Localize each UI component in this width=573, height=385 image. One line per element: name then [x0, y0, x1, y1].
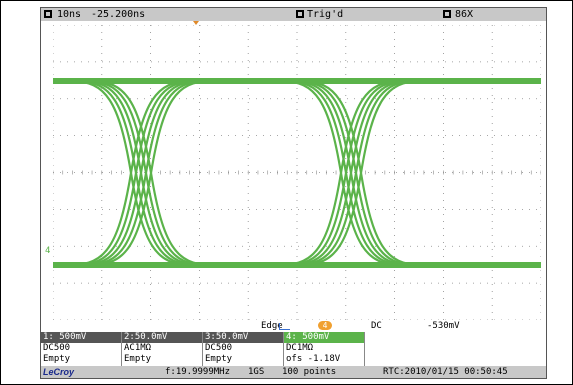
- waveform-graticule: [53, 25, 541, 320]
- channel-1-status: Empty: [43, 354, 71, 364]
- falling-edge-trace: [70, 79, 192, 267]
- channel-1-coupling: DC500: [43, 343, 71, 353]
- oscilloscope-screen: 10ns -25.200ns Trig'd 86X 4 Edge 4 DC -5…: [40, 7, 547, 379]
- channel-3-coupling: DC500: [205, 343, 233, 353]
- channel-3-header: 3:50.0mV: [203, 332, 283, 343]
- channel-2-header: 2:50.0mV: [122, 332, 202, 343]
- channel-settings-table: 1: 500mV DC500 Empty 2:50.0mV AC1MΩ Empt…: [41, 332, 546, 366]
- channel-1-panel[interactable]: 1: 500mV DC500 Empty: [41, 332, 122, 366]
- record-length: 100 points: [282, 367, 337, 377]
- sample-rate: 1GS: [248, 367, 265, 377]
- trigger-source-badge[interactable]: 4: [318, 321, 332, 330]
- channel-4-header: 4: 500mV: [284, 332, 364, 343]
- rising-edge-icon: [279, 323, 290, 330]
- channel-4-panel[interactable]: 4: 500mV DC1MΩ ofs -1.18V: [284, 332, 365, 366]
- lecroy-logo: LeCroy: [43, 367, 75, 377]
- channel-2-status: Empty: [124, 354, 152, 364]
- timebase-icon[interactable]: [44, 10, 52, 18]
- delay-value[interactable]: -25.200ns: [91, 9, 146, 20]
- channel-4-offset: ofs -1.18V: [286, 354, 341, 364]
- falling-edge-trace: [85, 79, 207, 267]
- falling-edge-trace: [75, 79, 197, 267]
- real-time-clock: RTC:2010/01/15 00:50:45: [383, 367, 508, 377]
- trigger-level: -530mV: [427, 321, 460, 331]
- trigger-icon[interactable]: [296, 10, 304, 18]
- channel-4-marker[interactable]: 4: [45, 246, 51, 256]
- waveform-plot: [53, 25, 541, 320]
- top-status-bar: 10ns -25.200ns Trig'd 86X: [41, 8, 546, 21]
- persistence-icon[interactable]: [443, 10, 451, 18]
- bottom-status-bar: LeCroy f:19.9999MHz 1GS 100 points RTC:2…: [41, 366, 546, 378]
- persistence-value: 86X: [455, 9, 474, 20]
- falling-edge-trace: [295, 79, 417, 267]
- trigger-position-marker-icon: [193, 21, 199, 25]
- trigger-info-bar: Edge 4 DC -530mV: [41, 320, 546, 332]
- channel-3-status: Empty: [205, 354, 233, 364]
- timebase-value[interactable]: 10ns: [57, 9, 82, 20]
- falling-edge-trace: [90, 79, 212, 267]
- channel-3-panel[interactable]: 3:50.0mV DC500 Empty: [203, 332, 284, 366]
- channel-2-panel[interactable]: 2:50.0mV AC1MΩ Empty: [122, 332, 203, 366]
- trigger-type-label[interactable]: Edge: [261, 321, 283, 331]
- falling-edge-trace: [280, 79, 402, 267]
- falling-edge-trace: [80, 79, 202, 267]
- frequency-readout: f:19.9999MHz: [165, 367, 231, 377]
- channel-2-coupling: AC1MΩ: [124, 343, 152, 353]
- falling-edge-trace: [285, 79, 407, 267]
- trigger-status: Trig'd: [307, 9, 344, 20]
- trigger-coupling: DC: [371, 321, 382, 331]
- channel-4-coupling: DC1MΩ: [286, 343, 314, 353]
- channel-1-header: 1: 500mV: [41, 332, 121, 343]
- falling-edge-trace: [290, 79, 412, 267]
- falling-edge-trace: [300, 79, 422, 267]
